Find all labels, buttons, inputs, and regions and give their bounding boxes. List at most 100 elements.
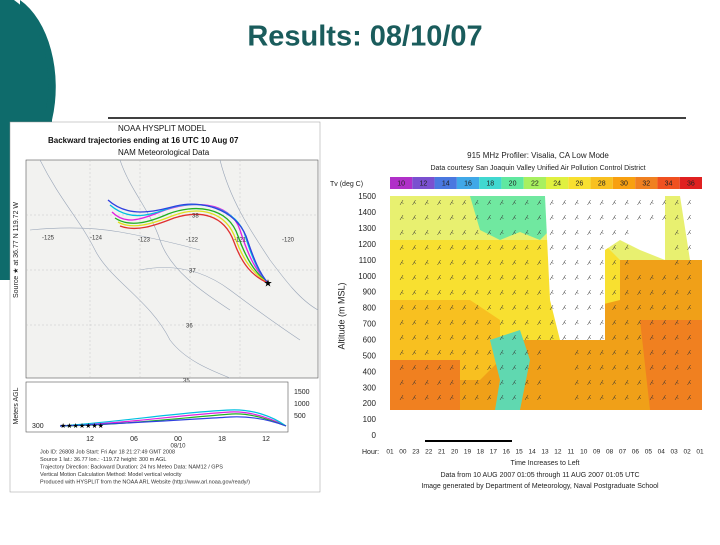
wind-barb <box>512 364 517 371</box>
wind-barb <box>462 319 467 326</box>
wind-barb <box>637 289 642 296</box>
wind-barb <box>537 259 542 266</box>
wind-barb <box>587 379 592 386</box>
wind-barb <box>649 289 654 296</box>
wind-barb <box>474 349 479 356</box>
wind-barb <box>674 304 679 311</box>
wind-barb <box>649 349 654 356</box>
scale-value: 20 <box>509 180 517 187</box>
wind-barb <box>674 349 679 356</box>
wind-barb <box>412 259 417 266</box>
wind-barb <box>487 244 492 251</box>
wind-barb <box>512 379 517 386</box>
hour: 17 <box>490 449 498 456</box>
hour-labels: 01 00 23 22 21 20 19 18 17 16 15 14 13 12 11 10 09 08 07 06… <box>386 449 704 456</box>
latitude-label: 37 <box>189 269 196 275</box>
y-tick-label: 1300 <box>358 224 376 233</box>
wind-barb <box>574 199 579 206</box>
wind-barb <box>512 304 517 311</box>
wind-barb <box>437 244 442 251</box>
wind-barb <box>424 379 429 386</box>
wind-barb <box>399 379 404 386</box>
footer-line: Job ID: 26808 Job Start: Fri Apr 18 21:2… <box>40 449 175 455</box>
wind-barb <box>637 304 642 311</box>
wind-barb <box>687 274 692 281</box>
y-tick-label: 100 <box>363 415 377 424</box>
wind-barb <box>524 244 529 251</box>
wind-barb <box>587 214 592 221</box>
wind-barb <box>549 199 554 206</box>
wind-barb <box>524 364 529 371</box>
wind-barb <box>649 334 654 341</box>
scale-value: 32 <box>642 180 650 187</box>
time-label: 12 <box>262 436 270 443</box>
wind-barb <box>449 334 454 341</box>
wind-barb <box>412 214 417 221</box>
hour: 19 <box>464 449 472 456</box>
wind-barb <box>487 379 492 386</box>
wind-barb <box>674 289 679 296</box>
latitude-label: 38 <box>192 214 199 220</box>
wind-barb <box>612 259 617 266</box>
wind-barb <box>574 379 579 386</box>
scale-value: 16 <box>464 180 472 187</box>
wind-barb <box>549 274 554 281</box>
wind-barb <box>624 229 629 236</box>
wind-barb <box>562 229 567 236</box>
wind-barb <box>412 274 417 281</box>
wind-barb <box>449 349 454 356</box>
wind-barb <box>499 319 504 326</box>
time-label: 12 <box>86 436 94 443</box>
wind-barb <box>587 364 592 371</box>
hour: 13 <box>541 449 549 456</box>
wind-barb <box>399 199 404 206</box>
y-tick-label: 1000 <box>358 272 376 281</box>
wind-barb <box>437 379 442 386</box>
footer-line: Vertical Motion Calculation Method: Mode… <box>40 472 182 478</box>
wind-barb <box>412 229 417 236</box>
scale-swatch <box>434 177 457 189</box>
wind-barb <box>412 199 417 206</box>
wind-barb <box>599 259 604 266</box>
wind-barb <box>399 349 404 356</box>
wind-barb <box>624 274 629 281</box>
y-tick-label: 1500 <box>358 192 376 201</box>
height-traces <box>59 409 287 427</box>
wind-barb <box>574 349 579 356</box>
heading-line: NAM Meteorological Data <box>118 148 210 157</box>
wind-barb <box>437 274 442 281</box>
wind-barb <box>399 214 404 221</box>
wind-barb <box>474 199 479 206</box>
wind-barb <box>587 274 592 281</box>
wind-barb <box>462 364 467 371</box>
wind-barb <box>574 259 579 266</box>
wind-barb <box>624 244 629 251</box>
date-label: 08/10 <box>170 444 186 450</box>
hour: 10 <box>580 449 588 456</box>
wind-barb <box>449 259 454 266</box>
wind-barb <box>624 214 629 221</box>
wind-barb <box>499 244 504 251</box>
wind-barb <box>537 394 542 401</box>
wind-barb <box>412 394 417 401</box>
wind-barb <box>537 274 542 281</box>
wind-barb <box>499 229 504 236</box>
wind-barb <box>512 259 517 266</box>
longitude-label: -120 <box>282 238 295 244</box>
wind-barb <box>499 259 504 266</box>
wind-barb <box>449 289 454 296</box>
wind-barb <box>412 244 417 251</box>
time-note: Time Increases to Left <box>511 460 580 467</box>
wind-barb <box>462 259 467 266</box>
time-label: 00 <box>174 436 182 443</box>
wind-barb <box>412 304 417 311</box>
wind-barb <box>612 244 617 251</box>
y-tick-label: 500 <box>363 351 377 360</box>
wind-barb <box>424 229 429 236</box>
wind-barb <box>674 379 679 386</box>
scale-value: 22 <box>531 180 539 187</box>
longitude-label: -125 <box>42 236 55 242</box>
wind-barb <box>687 289 692 296</box>
wind-barb <box>487 364 492 371</box>
latitude-label: 35 <box>183 379 190 385</box>
